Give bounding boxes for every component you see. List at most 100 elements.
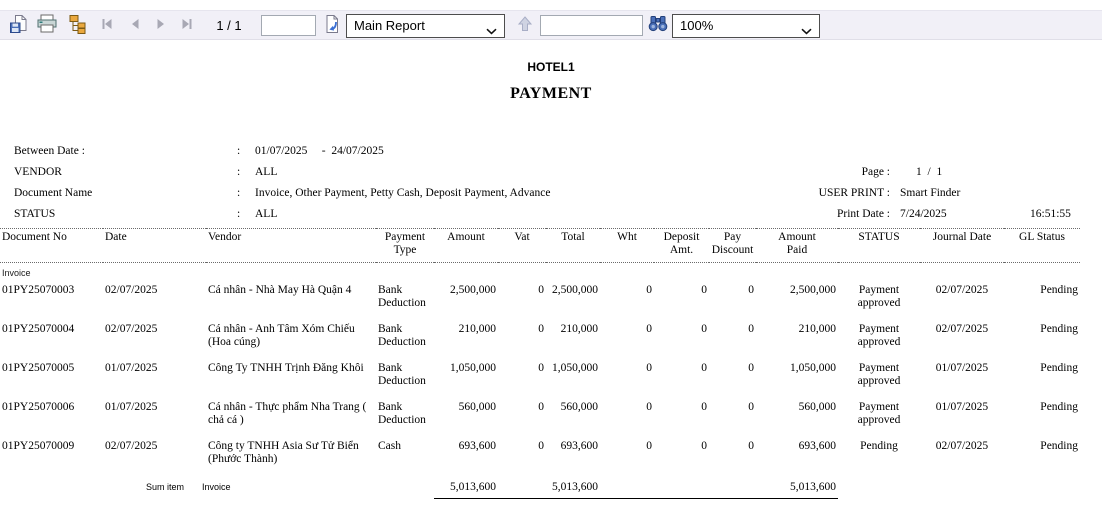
last-page-icon — [180, 17, 194, 36]
col-document-no: Document No — [0, 229, 103, 263]
cell-payment-type: Bank Deduction — [376, 323, 434, 362]
cell-deposit-amt: 0 — [654, 323, 709, 362]
cell-amount: 560,000 — [434, 401, 498, 440]
param-value: 01/07/2025 - 24/07/2025 — [255, 145, 384, 157]
cell-wht: 0 — [600, 284, 654, 323]
cell-status: Payment approved — [838, 284, 920, 323]
company-title: HOTEL1 — [0, 60, 1102, 74]
cell-pay-discount: 0 — [709, 401, 756, 440]
cell-amount-paid: 693,600 — [756, 440, 838, 479]
sum-row: Sum itemInvoice 5,013,600 5,013,600 5,01… — [0, 479, 1080, 499]
table-row: 01PY25070004 02/07/2025 Cá nhân - Anh Tâ… — [0, 323, 1080, 362]
col-journal-date: Journal Date — [920, 229, 1004, 263]
cell-vendor: Cá nhân - Thực phẩm Nha Trang ( chả cá ) — [206, 401, 376, 440]
group-tree-icon — [67, 14, 87, 39]
cell-payment-type: Bank Deduction — [376, 362, 434, 401]
page-label: Page : — [760, 166, 890, 178]
cell-amount-paid: 1,050,000 — [756, 362, 838, 401]
page-indicator: 1 / 1 — [200, 11, 258, 41]
col-gl-status: GL Status — [1004, 229, 1080, 263]
col-vendor: Vendor — [206, 229, 376, 263]
cell-amount: 210,000 — [434, 323, 498, 362]
cell-amount: 1,050,000 — [434, 362, 498, 401]
cell-vendor: Công ty TNHH Asia Sư Tử Biển (Phước Thàn… — [206, 440, 376, 479]
cell-amount-paid: 560,000 — [756, 401, 838, 440]
cell-journal-date: 02/07/2025 — [920, 440, 1004, 479]
cell-date: 02/07/2025 — [103, 440, 206, 479]
cell-journal-date: 01/07/2025 — [920, 362, 1004, 401]
col-payment-type: Payment Type — [376, 229, 434, 263]
first-page-icon — [100, 17, 114, 36]
cell-wht: 0 — [600, 362, 654, 401]
goto-page-input[interactable] — [261, 15, 316, 36]
print-icon — [36, 14, 58, 39]
cell-payment-type: Bank Deduction — [376, 401, 434, 440]
print-date-value: 7/24/2025 — [900, 208, 947, 220]
report-title: PAYMENT — [0, 85, 1102, 103]
user-print-value: Smart Finder — [900, 187, 960, 199]
search-input[interactable] — [540, 15, 643, 36]
print-time-value: 16:51:55 — [1030, 208, 1071, 220]
cell-pay-discount: 0 — [709, 323, 756, 362]
param-colon: : — [237, 145, 240, 157]
cell-gl-status: Pending — [1004, 401, 1080, 440]
report-tree-select[interactable]: Main Report — [346, 14, 505, 38]
cell-vendor: Công Ty TNHH Trịnh Đăng Khôi — [206, 362, 376, 401]
chevron-down-icon — [486, 23, 497, 38]
cell-date: 02/07/2025 — [103, 284, 206, 323]
group-header-row: Invoice — [0, 263, 1080, 285]
sum-amount-paid: 5,013,600 — [756, 479, 838, 499]
col-amount: Amount — [434, 229, 498, 263]
param-label: Between Date : — [14, 145, 85, 157]
cell-vat: 0 — [498, 323, 546, 362]
cell-document-no: 01PY25070005 — [0, 362, 103, 401]
goto-page-button[interactable] — [319, 14, 345, 38]
cell-document-no: 01PY25070006 — [0, 401, 103, 440]
export-icon — [9, 14, 29, 39]
up-arrow-icon — [517, 15, 533, 38]
cell-journal-date: 01/07/2025 — [920, 401, 1004, 440]
cell-amount: 2,500,000 — [434, 284, 498, 323]
cell-vendor: Cá nhân - Anh Tâm Xóm Chiếu (Hoa cúng) — [206, 323, 376, 362]
meta-page: Page : 1 / 1 — [0, 166, 1102, 182]
cell-wht: 0 — [600, 323, 654, 362]
next-page-icon — [154, 17, 168, 36]
sum-label-cell: Sum itemInvoice — [0, 479, 376, 499]
cell-journal-date: 02/07/2025 — [920, 284, 1004, 323]
cell-status: Payment approved — [838, 362, 920, 401]
cell-gl-status: Pending — [1004, 440, 1080, 479]
group-label: Invoice — [0, 263, 1080, 285]
cell-payment-type: Bank Deduction — [376, 284, 434, 323]
col-deposit-amt: Deposit Amt. — [654, 229, 709, 263]
col-amount-paid: Amount Paid — [756, 229, 838, 263]
sum-label: Sum item — [146, 482, 184, 492]
find-button[interactable] — [645, 14, 671, 38]
zoom-select-value: 100% — [680, 18, 713, 33]
cell-status: Pending — [838, 440, 920, 479]
cell-document-no: 01PY25070009 — [0, 440, 103, 479]
viewer-toolbar: 1 / 1 Main Report — [0, 10, 1102, 40]
toggle-group-tree-button[interactable] — [64, 14, 90, 38]
page-value: 1 / 1 — [916, 166, 942, 178]
meta-user-print: USER PRINT : Smart Finder — [0, 187, 1102, 203]
cell-deposit-amt: 0 — [654, 284, 709, 323]
cell-pay-discount: 0 — [709, 440, 756, 479]
cell-amount: 693,600 — [434, 440, 498, 479]
chevron-down-icon — [801, 23, 812, 38]
export-button[interactable] — [6, 14, 32, 38]
previous-page-button[interactable] — [122, 14, 148, 38]
next-page-button[interactable] — [148, 14, 174, 38]
cell-document-no: 01PY25070004 — [0, 323, 103, 362]
cell-date: 01/07/2025 — [103, 401, 206, 440]
previous-page-icon — [128, 17, 142, 36]
print-button[interactable] — [34, 14, 60, 38]
table-row: 01PY25070009 02/07/2025 Công ty TNHH Asi… — [0, 440, 1080, 479]
parent-report-button[interactable] — [512, 14, 538, 38]
cell-vat: 0 — [498, 284, 546, 323]
col-pay-discount: Pay Discount — [709, 229, 756, 263]
last-page-button[interactable] — [174, 14, 200, 38]
col-vat: Vat — [498, 229, 546, 263]
cell-gl-status: Pending — [1004, 362, 1080, 401]
first-page-button[interactable] — [94, 14, 120, 38]
zoom-select[interactable]: 100% — [672, 14, 820, 38]
